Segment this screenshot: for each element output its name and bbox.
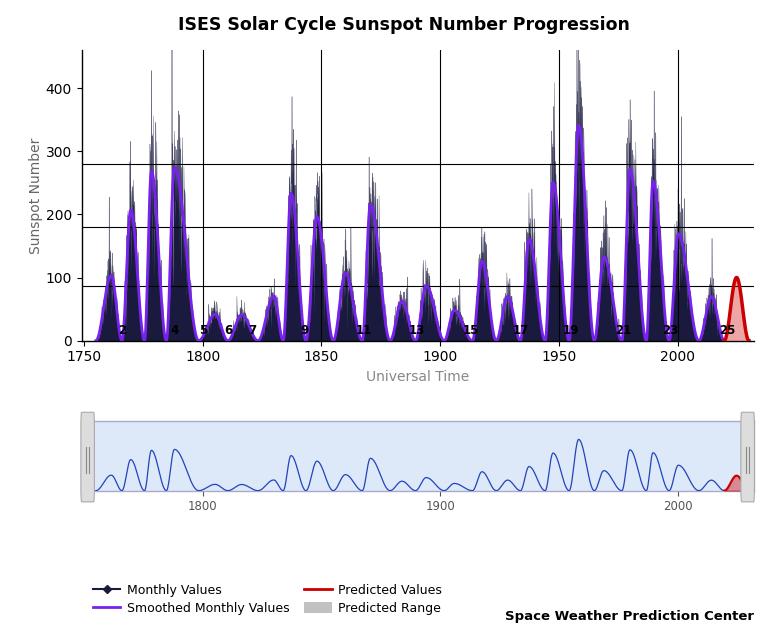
Text: 23: 23: [663, 324, 678, 337]
Text: 11: 11: [356, 324, 372, 337]
Text: 7: 7: [249, 324, 256, 337]
Text: 17: 17: [513, 324, 529, 337]
FancyBboxPatch shape: [81, 412, 94, 502]
Text: 9: 9: [301, 324, 309, 337]
Text: 2: 2: [118, 324, 126, 337]
Text: 21: 21: [615, 324, 631, 337]
Text: Space Weather Prediction Center: Space Weather Prediction Center: [505, 610, 754, 623]
Text: 6: 6: [225, 324, 233, 337]
Text: ISES Solar Cycle Sunspot Number Progression: ISES Solar Cycle Sunspot Number Progress…: [178, 16, 630, 34]
Legend: Monthly Values, Smoothed Monthly Values, Predicted Values, Predicted Range: Monthly Values, Smoothed Monthly Values,…: [88, 579, 447, 620]
Text: 15: 15: [463, 324, 479, 337]
Text: 19: 19: [563, 324, 579, 337]
Y-axis label: Sunspot Number: Sunspot Number: [29, 137, 43, 253]
Text: 25: 25: [720, 324, 736, 337]
Text: 5: 5: [199, 324, 207, 337]
X-axis label: Universal Time: Universal Time: [366, 370, 469, 384]
Text: 13: 13: [409, 324, 424, 337]
FancyBboxPatch shape: [741, 412, 754, 502]
Text: 4: 4: [170, 324, 179, 337]
